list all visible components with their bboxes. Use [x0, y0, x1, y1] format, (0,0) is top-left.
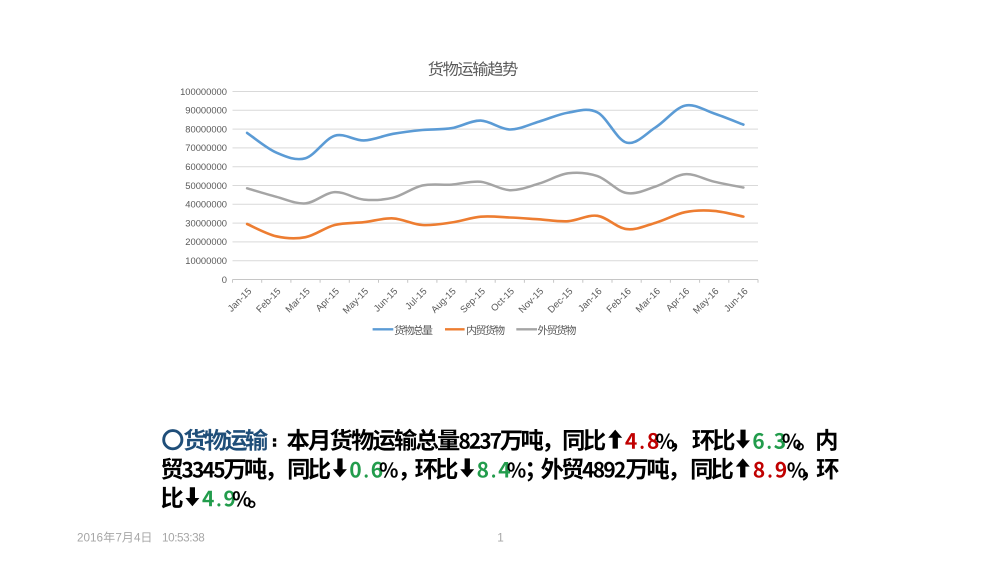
- svg-text:1: 1: [497, 532, 504, 545]
- svg-text:Apr-15: Apr-15: [314, 286, 342, 314]
- svg-text:Apr-16: Apr-16: [664, 286, 692, 314]
- svg-text:30000000: 30000000: [185, 217, 227, 228]
- svg-text:2016: 2016: [77, 532, 103, 545]
- svg-text:Mar-15: Mar-15: [284, 286, 313, 315]
- svg-text:60000000: 60000000: [185, 161, 227, 172]
- svg-text:May-15: May-15: [341, 286, 371, 316]
- svg-text:20000000: 20000000: [185, 236, 227, 247]
- svg-text:Sep-15: Sep-15: [458, 286, 487, 315]
- svg-text:40000000: 40000000: [185, 199, 227, 210]
- svg-text:10:53:38: 10:53:38: [162, 532, 204, 545]
- svg-text:Jul-15: Jul-15: [403, 286, 429, 312]
- svg-text:Mar-16: Mar-16: [634, 286, 663, 315]
- svg-text:Jun-15: Jun-15: [372, 286, 400, 314]
- svg-text:Nov-15: Nov-15: [517, 286, 546, 315]
- svg-text:80000000: 80000000: [185, 123, 227, 134]
- svg-text:10000000: 10000000: [185, 255, 227, 266]
- svg-text:90000000: 90000000: [185, 105, 227, 116]
- svg-text:May-16: May-16: [691, 286, 721, 316]
- svg-text:70000000: 70000000: [185, 142, 227, 153]
- svg-text:100000000: 100000000: [180, 86, 227, 97]
- svg-text:7: 7: [115, 532, 122, 545]
- svg-text:Jan-16: Jan-16: [576, 286, 604, 314]
- svg-text:Feb-16: Feb-16: [605, 286, 634, 315]
- svg-text:Feb-15: Feb-15: [254, 286, 283, 315]
- svg-text:Dec-15: Dec-15: [546, 286, 575, 315]
- svg-text:Jan-15: Jan-15: [226, 286, 254, 314]
- svg-text:4: 4: [134, 532, 141, 545]
- svg-text:0: 0: [222, 274, 227, 285]
- svg-text:Oct-15: Oct-15: [489, 286, 517, 314]
- svg-text:50000000: 50000000: [185, 180, 227, 191]
- svg-text:Aug-15: Aug-15: [429, 286, 458, 315]
- svg-text:Jun-16: Jun-16: [722, 286, 750, 314]
